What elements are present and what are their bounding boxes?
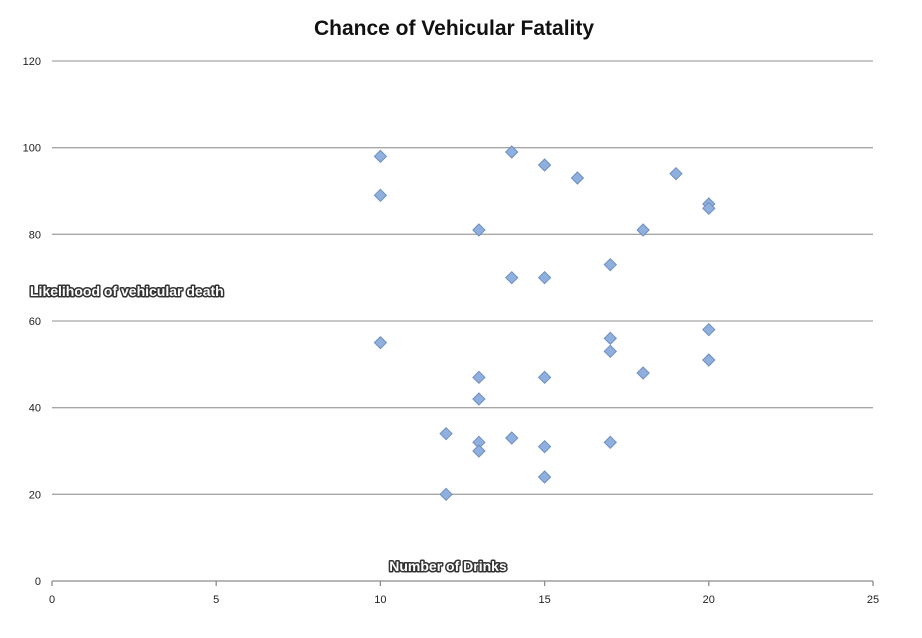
gridlines (52, 60, 873, 495)
data-point (669, 166, 683, 181)
data-point (373, 149, 388, 164)
y-tick-label: 120 (23, 56, 41, 68)
data-point (505, 431, 519, 445)
data-point (603, 331, 617, 346)
data-point (537, 439, 552, 454)
y-tick-label: 40 (29, 403, 41, 415)
data-point (537, 470, 552, 484)
y-axis-ticks: 0 20 40 60 80 100 120 (23, 56, 41, 588)
data-point (702, 322, 716, 337)
data-point (636, 366, 650, 380)
data-point (570, 171, 585, 185)
data-points (373, 145, 716, 502)
data-point (439, 426, 453, 441)
y-tick-label: 60 (29, 316, 41, 328)
data-point (636, 223, 650, 237)
x-tick-label: 5 (213, 594, 219, 606)
data-point (537, 270, 552, 285)
data-point (373, 335, 388, 350)
data-point (537, 158, 552, 172)
data-point (702, 201, 716, 216)
x-axis-label: Number of Drinks (389, 558, 507, 574)
y-tick-label: 80 (29, 229, 41, 241)
y-axis-label: Likelihood of vehicular death (30, 283, 224, 299)
x-tick-label: 0 (49, 594, 55, 606)
x-tick-label: 10 (374, 594, 386, 606)
x-tick-label: 25 (867, 594, 879, 606)
data-point (603, 435, 617, 450)
data-point (537, 370, 552, 385)
data-point (373, 188, 388, 203)
data-point (603, 344, 617, 359)
chart-title: Chance of Vehicular Fatality (314, 17, 594, 40)
x-axis-ticks: 0 5 10 15 20 25 (49, 581, 879, 606)
x-tick-label: 15 (538, 594, 550, 606)
data-point (505, 145, 519, 159)
data-point (702, 353, 716, 367)
data-point (472, 370, 486, 385)
y-tick-label: 0 (35, 576, 41, 588)
y-tick-label: 20 (29, 489, 41, 501)
data-point (603, 257, 617, 272)
data-point (472, 444, 486, 458)
x-tick-label: 20 (703, 594, 715, 606)
data-point (505, 270, 519, 285)
data-point (472, 392, 486, 406)
data-point (439, 487, 453, 502)
data-point (472, 223, 486, 237)
y-tick-label: 100 (23, 143, 41, 155)
